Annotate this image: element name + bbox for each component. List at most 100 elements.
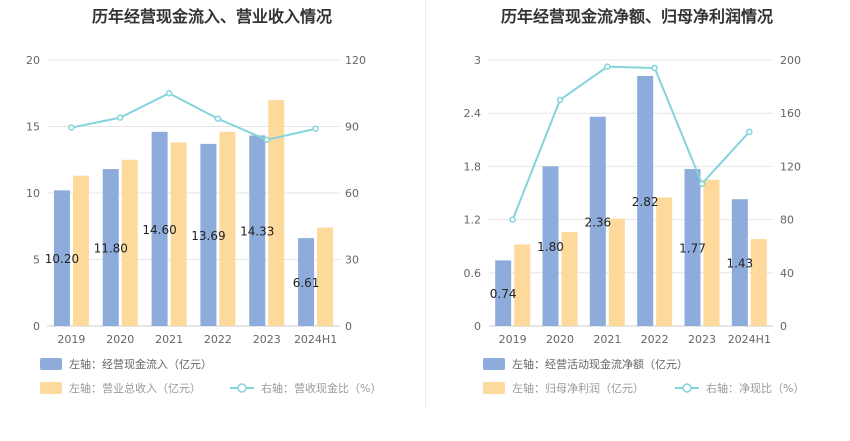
right-axis-tick-label: 0 (345, 320, 352, 333)
legend-swatch (483, 382, 505, 394)
right-axis-tick-label: 30 (345, 254, 359, 267)
bar-secondary (703, 179, 720, 326)
left-axis-tick-label: 0 (474, 320, 481, 333)
ratio-point (698, 180, 706, 187)
ratio-point (263, 136, 270, 144)
bar-data-label: 1.77 (679, 242, 706, 256)
right-axis-tick-label: 160 (780, 107, 801, 120)
bar-primary (200, 143, 217, 326)
left-axis-tick-label: 5 (33, 254, 40, 267)
right-axis-tick-label: 90 (345, 121, 359, 134)
ratio-point (68, 124, 75, 131)
legend-label: 左轴：归母净利润（亿元） (512, 381, 644, 395)
right-axis-tick-label: 120 (780, 160, 801, 173)
bar-primary (637, 75, 654, 327)
bar-primary (249, 135, 266, 326)
bar-secondary (750, 239, 767, 326)
bar-primary (589, 116, 606, 326)
x-axis-tick-label: 2021 (155, 333, 183, 346)
bar-secondary (561, 232, 578, 326)
left-axis-tick-label: 1.2 (464, 214, 482, 227)
bar-primary (151, 131, 168, 326)
legend-swatch (40, 358, 62, 370)
x-axis-tick-label: 2022 (641, 333, 669, 346)
bar-primary (684, 169, 701, 326)
bar-data-label: 11.80 (94, 242, 128, 256)
right-axis-tick-label: 40 (780, 267, 794, 280)
legend-label: 右轴：营收现金比（%） (261, 381, 381, 395)
bar-data-label: 1.43 (726, 257, 753, 271)
left-axis-tick-label: 3 (474, 54, 481, 67)
right-axis-tick-label: 120 (345, 54, 366, 67)
right-axis-tick-label: 80 (780, 214, 794, 227)
chart-title: 历年经营现金流净额、归母净利润情况 (501, 7, 773, 26)
left-axis-tick-label: 0 (33, 320, 40, 333)
ratio-point (509, 216, 516, 223)
legend-label: 右轴：净现比（%） (706, 381, 804, 395)
legend-swatch (40, 382, 62, 394)
bar-primary (53, 190, 70, 326)
bar-primary (102, 169, 119, 326)
x-axis-tick-label: 2022 (204, 333, 232, 346)
left-axis-tick-label: 20 (26, 54, 40, 67)
bar-data-label: 6.61 (293, 276, 320, 290)
bar-secondary (317, 227, 334, 326)
bar-data-label: 1.80 (537, 240, 564, 254)
ratio-point (556, 96, 564, 104)
left-axis-tick-label: 15 (26, 121, 40, 134)
legend-line-marker (237, 383, 247, 393)
x-axis-tick-label: 2020 (546, 333, 574, 346)
x-axis-tick-label: 2019 (57, 333, 85, 346)
bar-data-label: 2.36 (584, 215, 611, 229)
bar-secondary (170, 142, 187, 326)
right-axis-tick-label: 200 (780, 54, 801, 67)
chart-title: 历年经营现金流入、营业收入情况 (92, 7, 332, 26)
legend-label: 左轴：经营现金流入（亿元） (69, 357, 212, 371)
right-axis-tick-label: 0 (780, 320, 787, 333)
ratio-point (651, 64, 658, 72)
x-axis-tick-label: 2024H1 (294, 333, 337, 346)
chart-panel-net-cash-profit: 历年经营现金流净额、归母净利润情况 0 0 0.6 40 1.2 80 1.8 120 2.4 16… (425, 0, 850, 437)
ratio-point (214, 115, 222, 122)
bar-data-label: 14.33 (240, 225, 274, 239)
chart-net-cash-profit: 历年经营现金流净额、归母净利润情况 0 0 0.6 40 1.2 80 1.8 120 2.4 16… (464, 7, 805, 395)
bar-secondary (268, 99, 285, 327)
ratio-point (312, 125, 319, 132)
legend-label: 左轴：营业总收入（亿元） (69, 381, 201, 395)
bar-secondary (656, 197, 673, 326)
x-axis-tick-label: 2019 (499, 333, 527, 346)
bar-data-label: 0.74 (490, 287, 517, 301)
legend-label: 左轴：经营活动现金流净额（亿元） (512, 357, 688, 371)
ratio-point (165, 90, 173, 97)
bar-secondary (608, 218, 625, 326)
ratio-point (604, 63, 611, 70)
panel-divider (425, 0, 426, 410)
x-axis-tick-label: 2020 (106, 333, 134, 346)
bar-primary (542, 166, 559, 326)
bar-data-label: 10.20 (45, 252, 79, 266)
left-axis-tick-label: 0.6 (464, 267, 482, 280)
x-axis-tick-label: 2023 (688, 333, 716, 346)
legend-swatch (483, 358, 505, 370)
x-axis-tick-label: 2021 (593, 333, 621, 346)
bar-data-label: 2.82 (632, 195, 659, 209)
chart-cash-inflow-revenue: 历年经营现金流入、营业收入情况 0 0 5 30 10 60 15 90 20 120 2019 202… (26, 7, 381, 395)
x-axis-tick-label: 2024H1 (728, 333, 771, 346)
ratio-line (511, 65, 751, 220)
bar-secondary (219, 131, 236, 326)
ratio-line (71, 92, 316, 141)
bar-primary (495, 260, 512, 326)
ratio-point (117, 114, 124, 121)
bar-data-label: 14.60 (142, 223, 176, 237)
ratio-point (746, 128, 753, 136)
bar-secondary (514, 244, 531, 326)
chart-panel-cash-inflow-revenue: 历年经营现金流入、营业收入情况 0 0 5 30 10 60 15 90 20 120 2019 202… (0, 0, 425, 437)
bar-primary (298, 238, 315, 326)
legend-line-marker (682, 383, 692, 393)
left-axis-tick-label: 2.4 (464, 107, 482, 120)
bar-data-label: 13.69 (191, 229, 225, 243)
bar-primary (731, 199, 748, 326)
left-axis-tick-label: 1.8 (464, 160, 482, 173)
right-axis-tick-label: 60 (345, 187, 359, 200)
x-axis-tick-label: 2023 (253, 333, 281, 346)
